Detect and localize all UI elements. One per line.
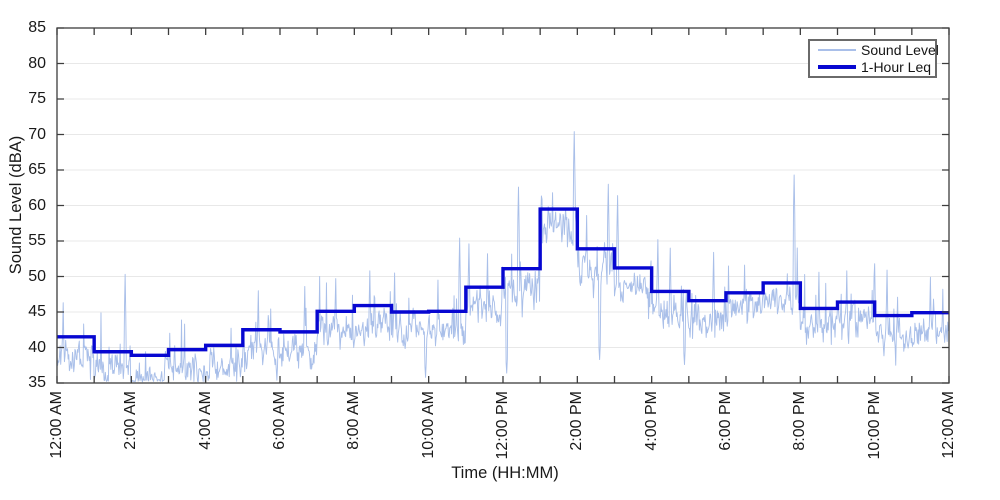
legend-label-sound-level: Sound Level [861,42,939,58]
x-tick-label: 6:00 PM [717,391,734,451]
legend-entry-1hour-leq: 1-Hour Leq [818,59,935,75]
legend-label-1hour-leq: 1-Hour Leq [861,59,932,75]
x-tick-label: 12:00 PM [494,391,511,460]
legend: Sound Level 1-Hour Leq [808,39,939,78]
x-tick-label: 10:00 AM [419,391,437,459]
x-axis-title: Time (HH:MM) [451,464,559,482]
y-tick-label: 45 [28,303,46,320]
y-tick-label: 80 [28,54,46,72]
legend-line-sample-sound-level [818,49,856,51]
y-tick-label: 60 [28,196,46,214]
y-tick-label: 55 [28,232,46,249]
x-tick-label: 2:00 AM [122,391,140,450]
y-tick-label: 65 [28,161,46,178]
x-tick-label: 12:00 AM [48,391,65,459]
x-tick-label: 8:00 PM [791,391,809,451]
x-tick-label: 4:00 AM [196,391,214,450]
y-tick-label: 70 [28,125,46,143]
x-tick-label: 8:00 AM [345,391,363,450]
y-tick-label: 75 [28,90,46,107]
y-tick-label: 35 [28,374,46,391]
y-tick-label: 50 [28,267,46,285]
y-tick-label: 85 [28,19,46,36]
x-tick-label: 6:00 AM [271,391,288,450]
x-tick-label: 12:00 AM [940,391,957,459]
x-tick-label: 2:00 PM [568,391,586,451]
x-tick-label: 4:00 PM [642,391,660,451]
legend-entry-sound-level: Sound Level [818,42,939,58]
x-tick-label: 10:00 PM [865,391,883,460]
legend-line-sample-1hour-leq [818,65,856,69]
y-tick-label: 40 [28,338,46,356]
